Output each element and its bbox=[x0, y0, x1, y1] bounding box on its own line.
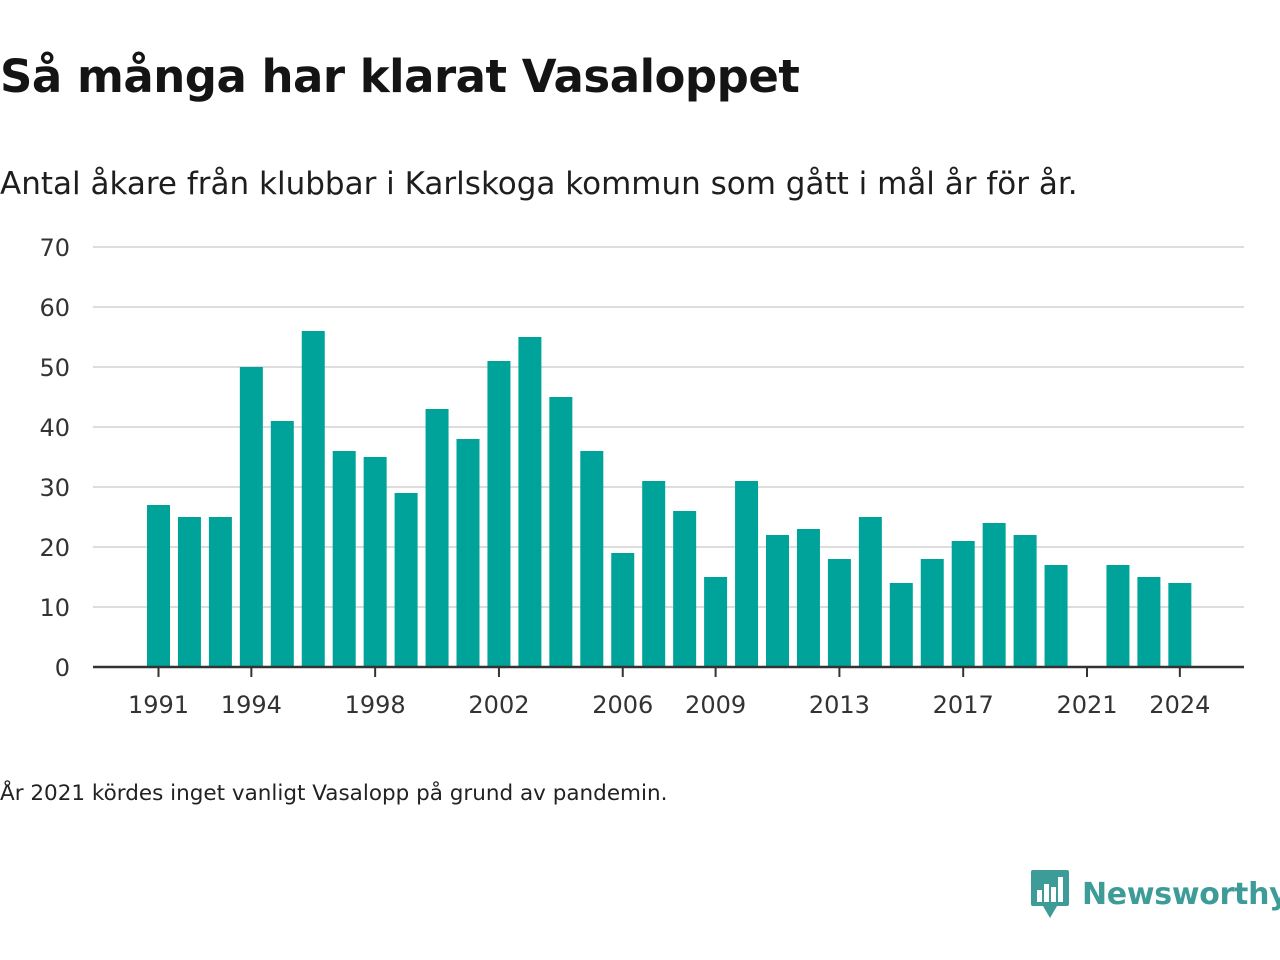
bar-2005 bbox=[580, 451, 604, 667]
bar-1997 bbox=[332, 451, 356, 667]
y-tick-label-40: 40 bbox=[39, 414, 70, 442]
bar-2002 bbox=[487, 361, 511, 667]
chart-subtitle: Antal åkare från klubbar i Karlskoga kom… bbox=[0, 166, 1078, 202]
y-tick-label-30: 30 bbox=[39, 474, 70, 502]
bar-1995 bbox=[270, 421, 294, 667]
x-tick-label-2006: 2006 bbox=[592, 691, 653, 719]
x-axis-ticks: 1991 1994 1998 2002 2006 2009 2013 2017 2021 2024 bbox=[128, 667, 1210, 719]
bar-2008 bbox=[673, 511, 697, 667]
bar-2011 bbox=[766, 535, 789, 667]
y-tick-label-20: 20 bbox=[39, 534, 70, 562]
bar-1994 bbox=[239, 367, 263, 667]
bar-2010 bbox=[735, 481, 759, 667]
bar-2012 bbox=[796, 529, 820, 667]
bar-2003 bbox=[518, 337, 542, 667]
bar-1993 bbox=[208, 517, 232, 667]
x-tick-label-2017: 2017 bbox=[933, 691, 994, 719]
bar-2022 bbox=[1106, 565, 1130, 667]
y-axis-ticks: 0 10 20 30 40 50 60 70 bbox=[39, 234, 70, 682]
bar-2018 bbox=[982, 523, 1006, 667]
x-tick-label-2024: 2024 bbox=[1149, 691, 1210, 719]
y-tick-label-50: 50 bbox=[39, 354, 70, 382]
y-tick-label-10: 10 bbox=[39, 594, 70, 622]
newsworthy-brand: Newsworthy bbox=[1030, 866, 1280, 922]
bar-chart: 0 10 20 30 40 50 60 70 1991 1994 1998 2002 2006 2009… bbox=[39, 234, 1244, 719]
bar-2000 bbox=[425, 409, 449, 667]
bar-2001 bbox=[456, 439, 480, 667]
y-tick-label-60: 60 bbox=[39, 294, 70, 322]
x-tick-label-2002: 2002 bbox=[468, 691, 529, 719]
x-tick-label-2009: 2009 bbox=[685, 691, 746, 719]
bar-2006 bbox=[611, 553, 635, 667]
bar-2016 bbox=[920, 559, 944, 667]
bar-2023 bbox=[1137, 577, 1161, 667]
bar-2015 bbox=[889, 583, 913, 667]
bar-1996 bbox=[301, 331, 325, 667]
x-tick-label-1998: 1998 bbox=[345, 691, 406, 719]
bar-2020 bbox=[1044, 565, 1068, 667]
brand-name: Newsworthy bbox=[1082, 876, 1280, 912]
x-tick-label-1994: 1994 bbox=[221, 691, 282, 719]
bar-2024 bbox=[1168, 583, 1192, 667]
footnote: År 2021 kördes inget vanligt Vasalopp på… bbox=[0, 781, 668, 806]
bar-2004 bbox=[549, 397, 573, 667]
bar-1999 bbox=[394, 493, 418, 667]
bar-1992 bbox=[177, 517, 201, 667]
x-tick-label-2013: 2013 bbox=[809, 691, 870, 719]
bar-2009 bbox=[704, 577, 728, 667]
bars bbox=[147, 331, 1192, 667]
bar-2007 bbox=[642, 481, 666, 667]
newsworthy-logo-icon bbox=[1031, 870, 1069, 918]
bar-1998 bbox=[363, 457, 387, 667]
bar-1991 bbox=[147, 505, 170, 667]
x-tick-label-2021: 2021 bbox=[1056, 691, 1117, 719]
bar-2014 bbox=[858, 517, 882, 667]
y-tick-label-0: 0 bbox=[55, 654, 70, 682]
y-tick-label-70: 70 bbox=[39, 234, 70, 262]
x-tick-label-1991: 1991 bbox=[128, 691, 189, 719]
gridlines bbox=[93, 246, 1244, 608]
chart-title: Så många har klarat Vasaloppet bbox=[0, 50, 800, 103]
bar-2019 bbox=[1013, 535, 1037, 667]
bar-2013 bbox=[827, 559, 851, 667]
bar-2017 bbox=[951, 541, 975, 667]
